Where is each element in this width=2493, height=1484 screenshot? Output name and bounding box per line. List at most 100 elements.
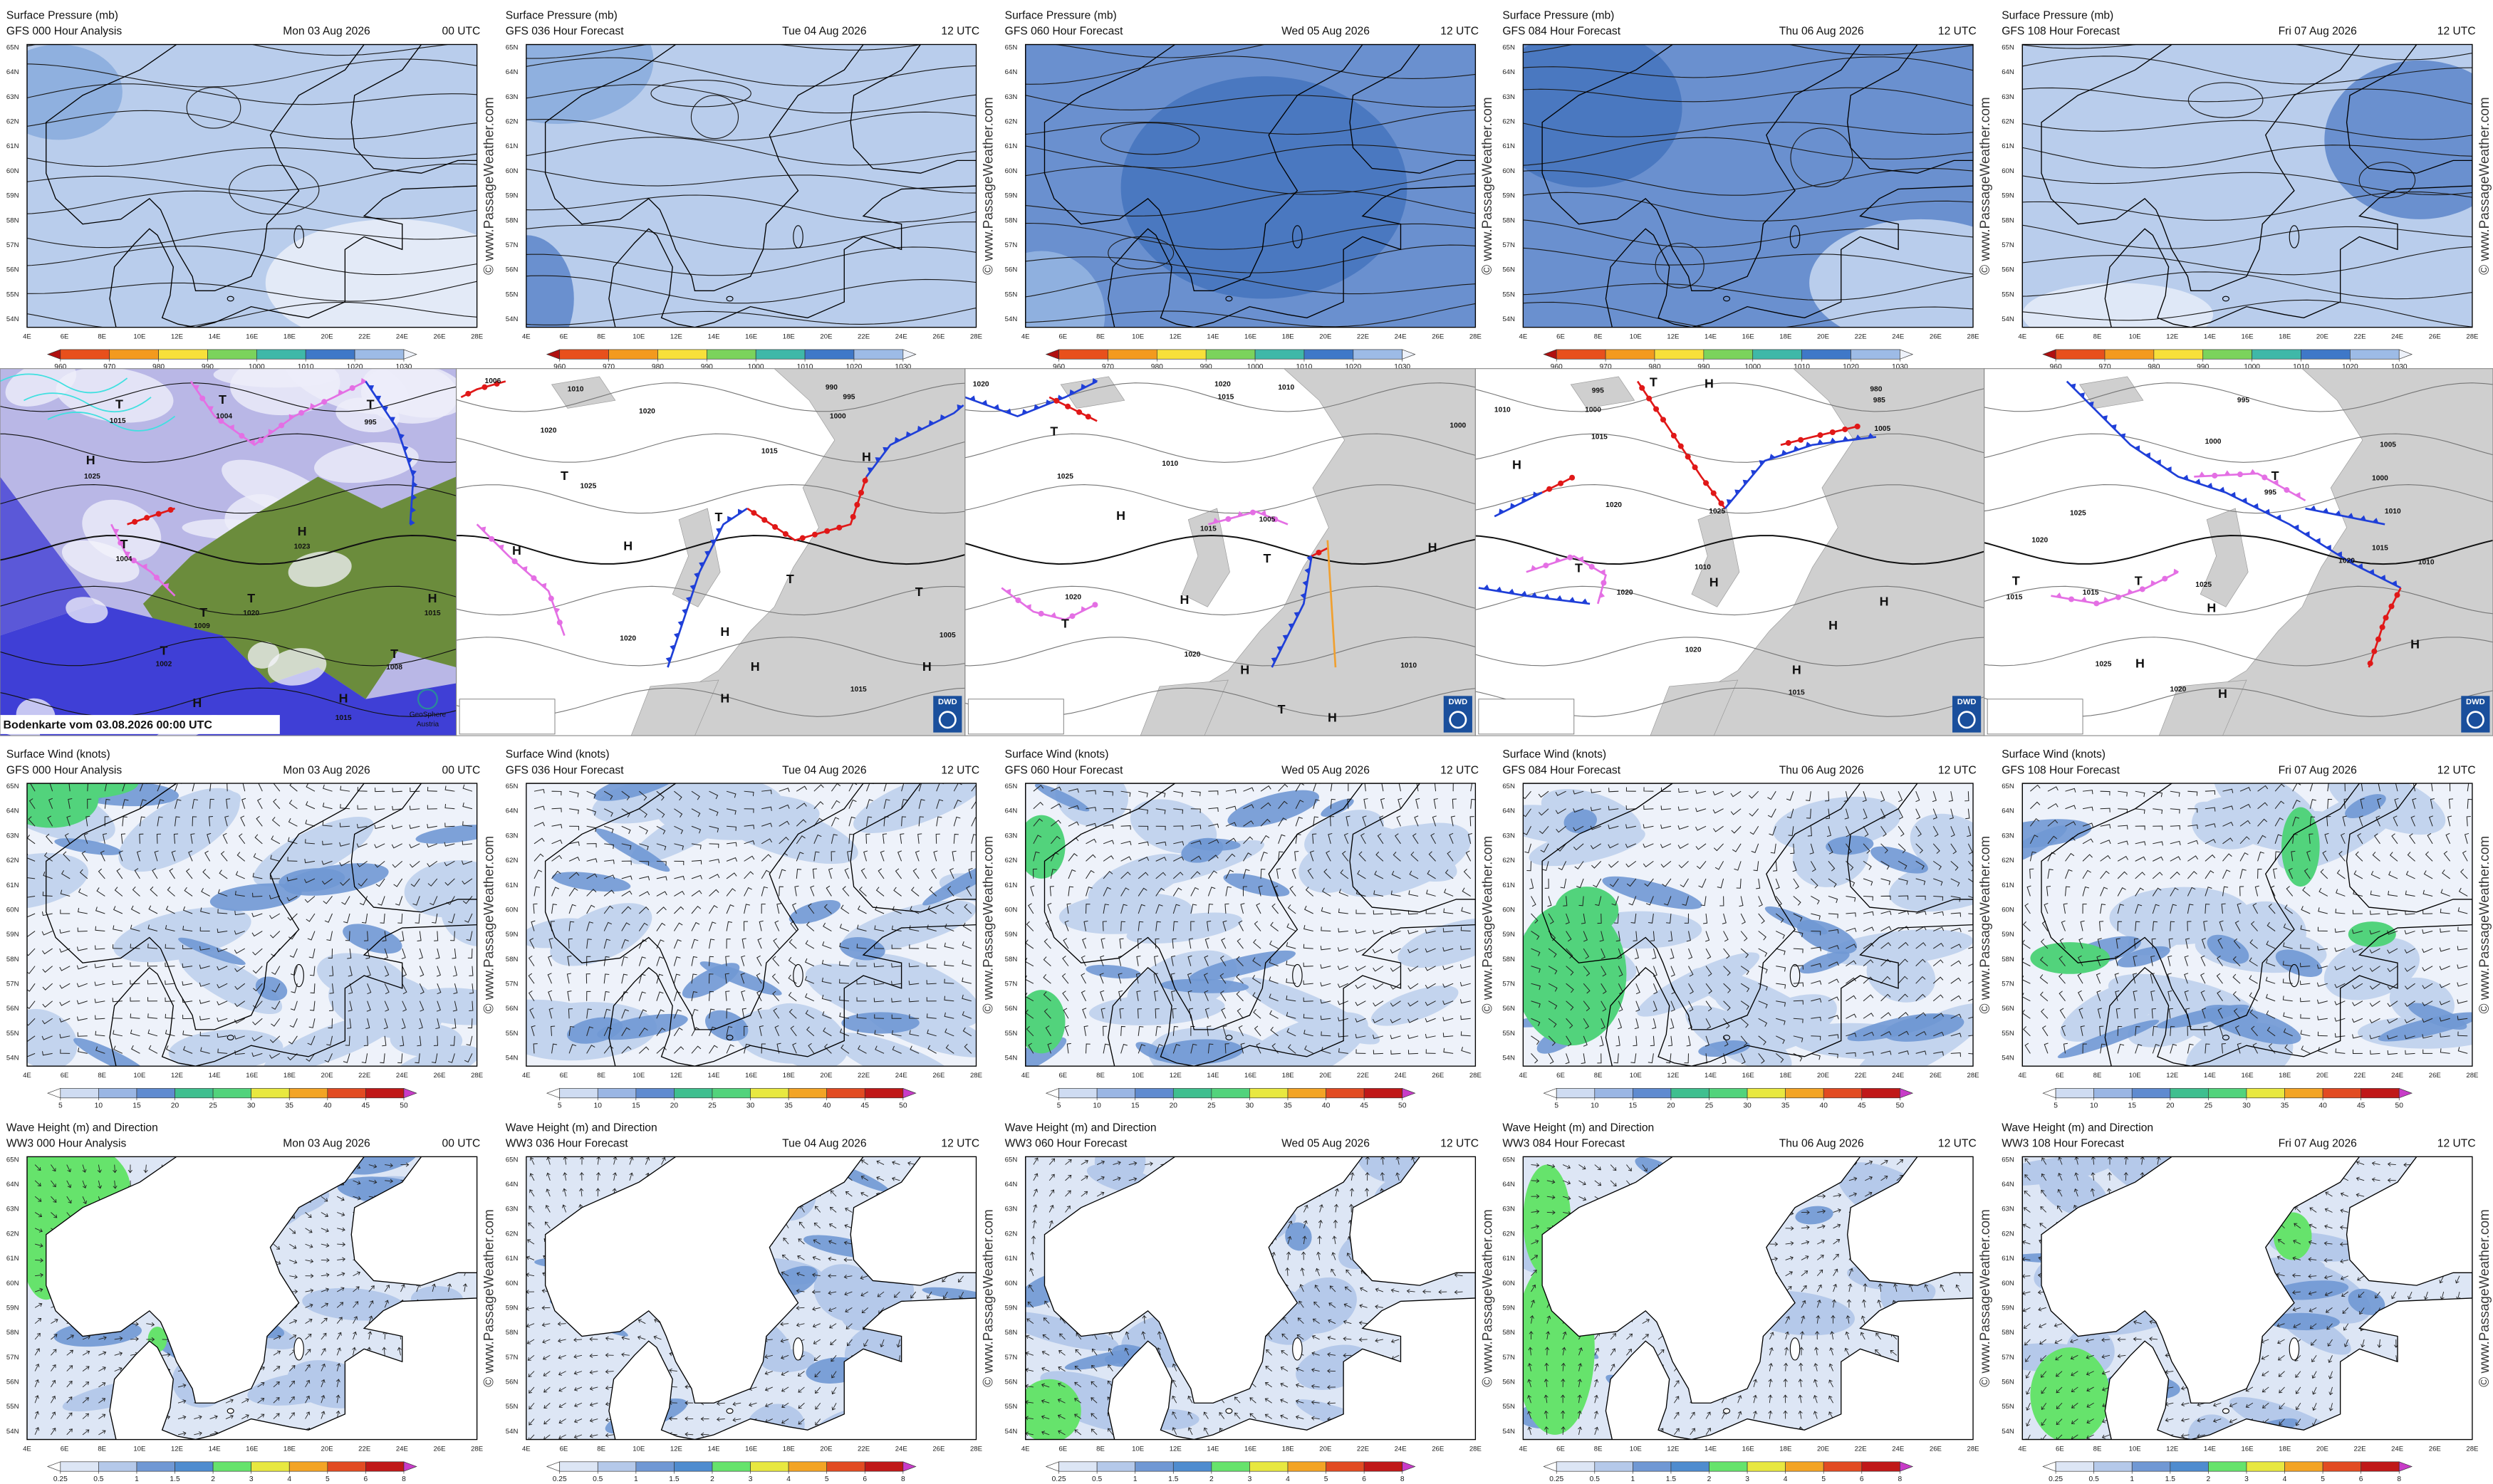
wind-barb	[1033, 835, 1042, 845]
wind-barb	[1758, 1018, 1768, 1027]
isobar	[1523, 219, 1974, 248]
lon-label: 6E	[61, 1445, 69, 1453]
wind-barb	[1844, 808, 1849, 820]
wind-barb	[551, 870, 561, 879]
wind-barb	[444, 878, 455, 886]
wave-arrow	[34, 1164, 41, 1171]
wind-barb	[169, 868, 175, 879]
lat-label: 54N	[2002, 315, 2014, 323]
wind-barb	[322, 803, 333, 810]
wave-arrow	[51, 1349, 57, 1356]
wave-arrow	[1096, 1176, 1105, 1181]
wind-barb	[1064, 920, 1069, 931]
isobar	[2022, 145, 2472, 169]
wind-barb	[419, 1000, 425, 1012]
wind-barb	[2185, 938, 2190, 949]
wind-barb	[435, 948, 440, 959]
wind-barb	[926, 1013, 937, 1019]
wind-barb	[1360, 832, 1366, 845]
wind-barb	[1103, 1043, 1110, 1054]
wave-arrow	[1610, 1164, 1617, 1171]
wind-barb	[759, 920, 764, 931]
wind-barb	[1373, 966, 1384, 972]
wind-barb	[1948, 791, 1953, 802]
wind-barb	[1665, 1053, 1672, 1064]
wind-barb	[741, 990, 746, 1001]
wave-arrow	[114, 1336, 123, 1341]
wave-arrow	[529, 1418, 535, 1426]
colorbar-box	[1135, 1461, 1174, 1472]
wind-barb	[1539, 808, 1549, 816]
wind-barb	[1103, 824, 1114, 829]
wind-barb	[1170, 973, 1175, 984]
wind-barb	[120, 833, 126, 844]
valid-time: 12 UTC	[1440, 1138, 1479, 1150]
wind-barb	[1688, 983, 1694, 994]
wind-barb	[2205, 823, 2216, 828]
wind-barb	[1225, 805, 1237, 810]
wave-arrow	[82, 1196, 88, 1204]
valid-date: Thu 06 Aug 2026	[1779, 764, 1864, 776]
wind-barb	[656, 1009, 665, 1019]
wind-barb	[1100, 938, 1105, 949]
wind-barb	[220, 851, 228, 862]
wave-arrow	[146, 1322, 155, 1327]
wind-barb	[1828, 895, 1838, 904]
wind-barb	[1286, 996, 1296, 1002]
colorbar-box	[60, 1088, 99, 1099]
wind-barb	[286, 877, 298, 882]
model-run: GFS 108 Hour Forecast	[2002, 764, 2120, 776]
wind-barb	[1415, 798, 1420, 809]
isobar	[1025, 244, 1476, 273]
lon-label: 12E	[2166, 333, 2178, 341]
wind-barb	[2457, 926, 2468, 932]
wave-arrow	[385, 1163, 393, 1168]
wind-barb	[1678, 861, 1689, 869]
wind-barb	[2335, 909, 2346, 914]
wave-arrow	[177, 1415, 187, 1420]
field-patch	[178, 937, 246, 966]
valid-time: 12 UTC	[2437, 26, 2476, 38]
lat-label: 61N	[1005, 1255, 1018, 1263]
wind-barb	[2065, 852, 2075, 862]
wind-barb	[962, 1027, 972, 1037]
colorbar-box	[256, 349, 306, 360]
colorbar-box	[1851, 349, 1900, 360]
wind-barb	[2203, 920, 2208, 931]
wind-barb	[147, 980, 158, 985]
wind-barb	[2302, 887, 2311, 897]
wind-barb	[1086, 822, 1097, 827]
wind-barb	[251, 1052, 263, 1057]
wave-arrow	[1674, 1380, 1680, 1388]
wind-barb	[638, 790, 647, 801]
lon-label: 12E	[171, 1445, 183, 1453]
wind-barb	[1103, 790, 1113, 796]
wind-barb	[1373, 1034, 1384, 1040]
panel-title: Surface Wind (knots)	[1502, 748, 1606, 761]
wind-barb	[64, 832, 71, 845]
wind-barb	[727, 825, 737, 831]
wind-barb	[100, 850, 105, 862]
wind-barb	[186, 868, 193, 879]
wave-arrow	[1142, 1315, 1147, 1324]
wave-arrow	[34, 1212, 43, 1218]
wind-barb	[87, 798, 92, 809]
wind-barb	[674, 860, 685, 866]
lon-label: 16E	[1244, 333, 1256, 341]
wave-arrow	[1249, 1413, 1256, 1419]
colorbar-box	[864, 1461, 904, 1472]
wind-barb	[2135, 841, 2146, 846]
lat-label: 55N	[6, 291, 19, 298]
wave-arrow	[580, 1156, 585, 1165]
wave-arrow	[1172, 1395, 1177, 1404]
wind-barb	[1846, 826, 1851, 837]
wind-barb	[1045, 1025, 1051, 1037]
wind-barb	[1341, 850, 1349, 862]
wind-barb	[1047, 903, 1052, 914]
wind-barb	[1772, 861, 1778, 872]
wave-arrow	[241, 1398, 249, 1404]
wind-barb	[1880, 808, 1886, 820]
wind-barb	[1652, 1018, 1657, 1030]
wind-barb	[759, 1025, 764, 1036]
wind-barb	[2427, 833, 2433, 845]
